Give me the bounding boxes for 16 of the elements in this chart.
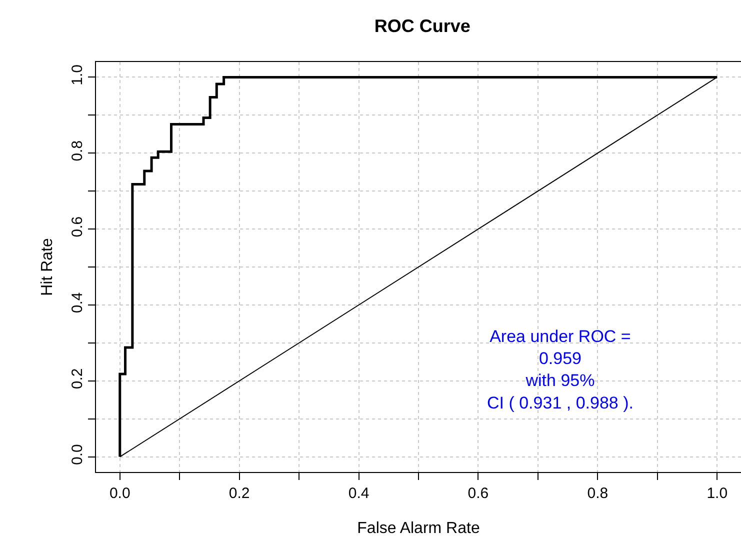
x-tick-label: 0.8: [587, 485, 608, 502]
y-axis-title: Hit Rate: [38, 238, 56, 296]
x-tick-label: 0.4: [348, 485, 370, 502]
y-tick-label: 0.0: [68, 444, 86, 465]
chart-title: ROC Curve: [374, 16, 470, 36]
y-tick-label: 0.6: [68, 216, 86, 238]
annotation: Area under ROC = 0.959 with 95% CI ( 0.931 , 0.988 ).: [487, 327, 634, 412]
x-tick-label: 0.2: [228, 485, 250, 502]
x-tick-label: 0.0: [109, 485, 130, 502]
y-tick-label: 0.2: [68, 368, 86, 390]
x-axis-title: False Alarm Rate: [357, 520, 480, 537]
x-tick-label: 0.6: [468, 485, 489, 502]
y-tick-label: 0.8: [68, 140, 86, 162]
y-tick-label: 1.0: [68, 64, 86, 86]
x-tick-label: 1.0: [706, 485, 728, 502]
y-tick-label: 0.4: [68, 292, 86, 314]
